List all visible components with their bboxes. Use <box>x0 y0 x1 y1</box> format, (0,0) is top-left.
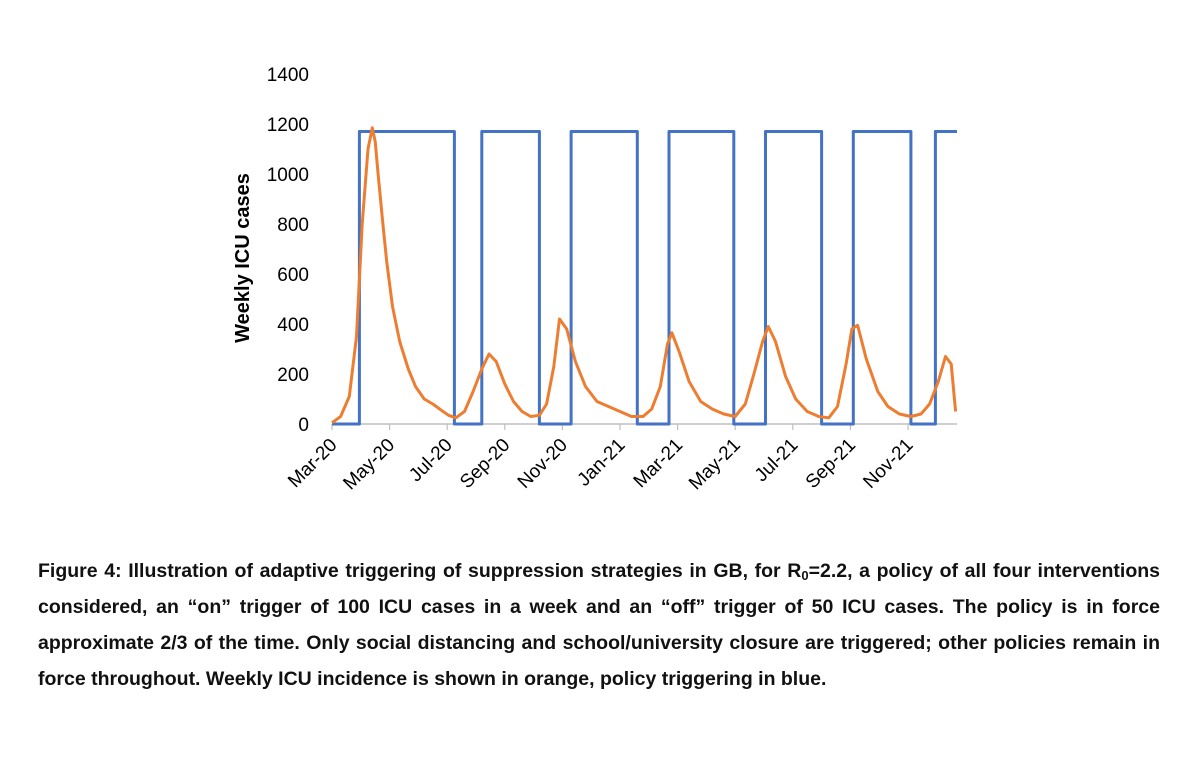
y-tick-label: 0 <box>298 415 309 436</box>
series-layer <box>331 126 958 426</box>
x-tick-label: Mar-20 <box>284 435 341 492</box>
y-tick-label: 200 <box>277 365 309 386</box>
x-tick-label: Sep-20 <box>456 435 514 493</box>
policy-trigger-line <box>332 130 957 426</box>
caption-text-part1: Illustration of adaptive triggering of s… <box>121 560 802 582</box>
y-axis-ticks: 0 200 400 600 800 1000 1200 1400 <box>267 65 309 436</box>
x-tick-label: May-21 <box>685 435 745 495</box>
y-tick-label: 600 <box>277 265 309 286</box>
caption-text-part2: =2.2, a policy of all four interventions… <box>38 560 1160 690</box>
x-tick-label: Jul-21 <box>751 435 802 486</box>
x-tick-label: Nov-21 <box>859 435 917 493</box>
x-tick-label: Jul-20 <box>405 435 456 486</box>
x-tick-label: Nov-20 <box>514 435 572 493</box>
figure-caption: Figure 4: Illustration of adaptive trigg… <box>38 553 1160 697</box>
icu-incidence-line <box>331 126 958 425</box>
y-tick-label: 1000 <box>267 165 309 186</box>
x-tick-label: May-20 <box>339 435 399 495</box>
y-tick-label: 800 <box>277 215 309 236</box>
caption-subscript: 0 <box>801 568 809 583</box>
y-tick-label: 1400 <box>267 65 309 86</box>
y-axis-title: Weekly ICU cases <box>232 173 254 343</box>
x-tick-label: Sep-21 <box>802 435 860 493</box>
x-tick-label: Jan-21 <box>574 435 630 491</box>
caption-label: Figure 4: <box>38 560 122 582</box>
y-tick-label: 400 <box>277 315 309 336</box>
y-tick-label: 1200 <box>267 115 309 136</box>
x-tick-label: Mar-21 <box>630 435 687 492</box>
